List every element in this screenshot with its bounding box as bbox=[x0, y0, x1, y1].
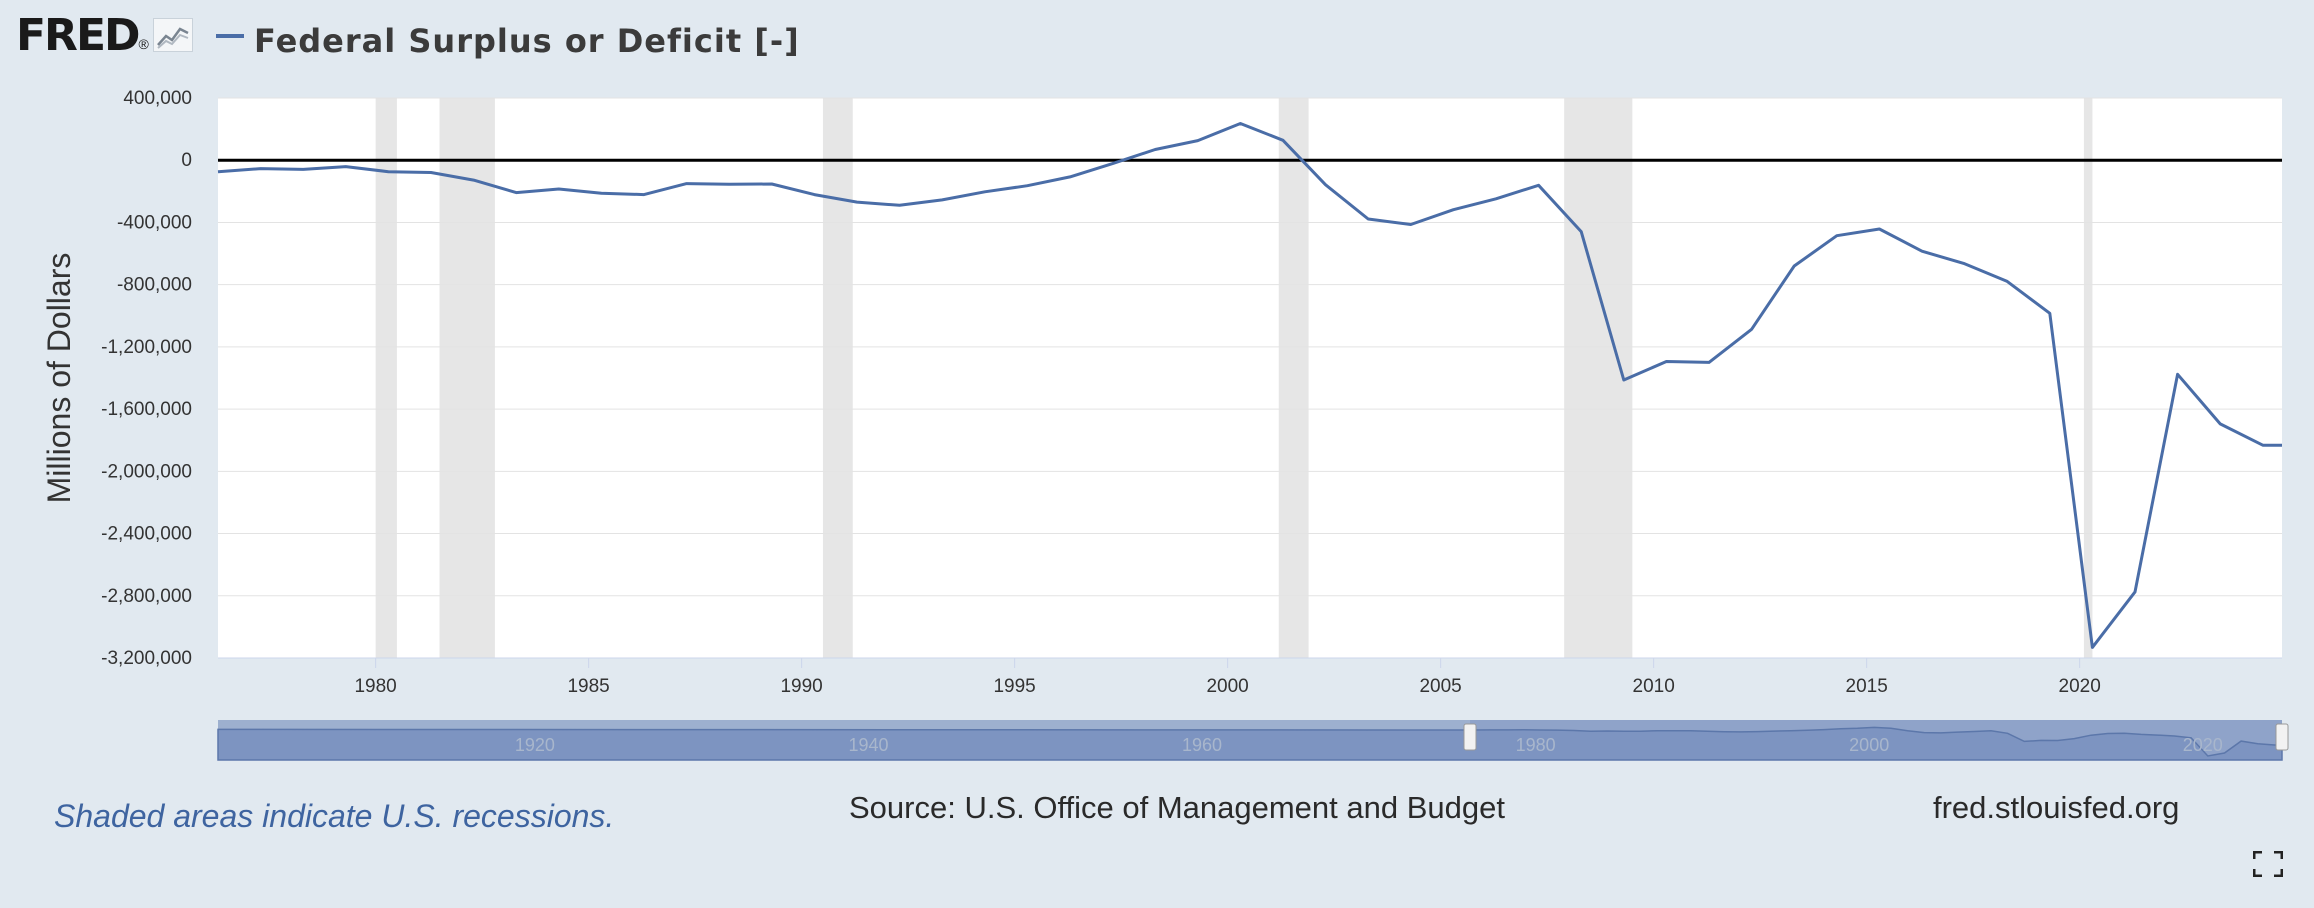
recession-band bbox=[1278, 98, 1309, 658]
y-tick-label: -2,400,000 bbox=[101, 524, 192, 545]
y-tick-label: -400,000 bbox=[117, 212, 192, 233]
navigator-handle-right[interactable] bbox=[2275, 723, 2289, 751]
y-tick-label: -1,600,000 bbox=[101, 399, 192, 420]
y-tick-label: -2,000,000 bbox=[101, 461, 192, 482]
recession-band bbox=[375, 98, 397, 658]
x-tick-label: 2015 bbox=[1846, 676, 1888, 697]
x-axis: 1980 1985 1990 1995 2000 2005 2010 2015 2020 bbox=[218, 657, 2282, 697]
fred-graph-icon bbox=[152, 18, 193, 52]
site-link[interactable]: fred.stlouisfed.org bbox=[1933, 790, 2180, 825]
x-tick-label: 1985 bbox=[567, 676, 609, 697]
y-tick-label: 400,000 bbox=[123, 88, 192, 109]
y-tick-label: -800,000 bbox=[117, 275, 192, 296]
x-tick-label: 2005 bbox=[1419, 676, 1461, 697]
x-tick-label: 1990 bbox=[780, 676, 822, 697]
y-tick-label: -1,200,000 bbox=[101, 337, 192, 358]
legend-swatch bbox=[216, 34, 244, 38]
navigator-tick-label: 2000 bbox=[1849, 735, 1889, 755]
x-tick-label: 2000 bbox=[1206, 676, 1248, 697]
x-tick-label: 2010 bbox=[1633, 676, 1675, 697]
recession-band bbox=[439, 98, 495, 658]
recession-band bbox=[822, 98, 853, 658]
x-tick-label: 2020 bbox=[2059, 676, 2101, 697]
plot-area bbox=[218, 98, 2282, 658]
fred-logo[interactable]: FRED ® bbox=[16, 9, 193, 61]
series-line bbox=[217, 122, 2282, 649]
navigator-handle-left[interactable] bbox=[1463, 723, 1477, 751]
x-tick-label: 1995 bbox=[993, 676, 1035, 697]
recession-note: Shaded areas indicate U.S. recessions. bbox=[54, 798, 615, 834]
y-axis: 400,000 0 -400,000 -800,000 -1,200,000 -1,600… bbox=[101, 88, 192, 669]
x-tick-label: 1980 bbox=[354, 676, 396, 697]
navigator-tick-label: 1920 bbox=[515, 735, 555, 755]
source-text: Source: U.S. Office of Management and Bu… bbox=[849, 790, 1505, 825]
fullscreen-icon[interactable] bbox=[2253, 851, 2283, 877]
chart-title: Federal Surplus or Deficit [-] bbox=[254, 22, 800, 60]
recession-band bbox=[2083, 98, 2093, 658]
chart-header: Federal Surplus or Deficit [-] bbox=[216, 22, 800, 60]
navigator-tick-label: 1940 bbox=[848, 735, 888, 755]
y-tick-label: -3,200,000 bbox=[101, 648, 192, 669]
recession-band bbox=[1564, 98, 1633, 658]
y-tick-label: 0 bbox=[181, 150, 192, 171]
recession-shading bbox=[375, 98, 2093, 658]
fred-logo-text: FRED bbox=[16, 9, 141, 61]
navigator-tick-label: 2020 bbox=[2183, 735, 2223, 755]
registered-mark: ® bbox=[138, 36, 149, 52]
navigator-mini-series bbox=[217, 726, 2283, 761]
y-tick-label: -2,800,000 bbox=[101, 586, 192, 607]
y-axis-label: Millions of Dollars bbox=[41, 253, 77, 504]
navigator-tick-label: 1960 bbox=[1182, 735, 1222, 755]
navigator-ticks: 1920 1940 1960 1980 2000 2020 bbox=[515, 735, 2223, 755]
range-navigator[interactable]: 1920 1940 1960 1980 2000 2020 bbox=[217, 720, 2289, 761]
navigator-tick-label: 1980 bbox=[1516, 735, 1556, 755]
